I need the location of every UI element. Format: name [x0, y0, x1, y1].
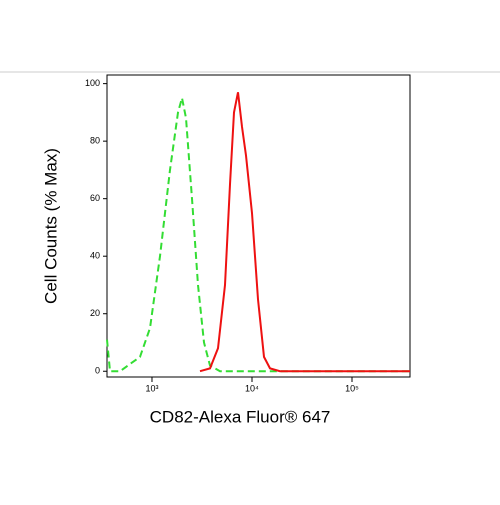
y-tick-label: 0	[95, 366, 100, 376]
y-axis-label: Cell Counts (% Max)	[41, 148, 60, 304]
y-tick-label: 60	[90, 193, 100, 203]
x-tick-label: 10⁵	[345, 383, 359, 393]
y-tick-label: 80	[90, 136, 100, 146]
plot-frame	[106, 74, 411, 378]
x-tick-label: 10³	[145, 383, 158, 393]
x-tick-label: 10⁴	[245, 383, 259, 393]
x-axis-label: CD82-Alexa Fluor® 647	[150, 407, 331, 426]
y-tick-label: 20	[90, 308, 100, 318]
y-tick-label: 100	[85, 78, 100, 88]
series-line	[199, 92, 410, 373]
series-line	[106, 97, 410, 373]
y-tick-label: 40	[90, 251, 100, 261]
